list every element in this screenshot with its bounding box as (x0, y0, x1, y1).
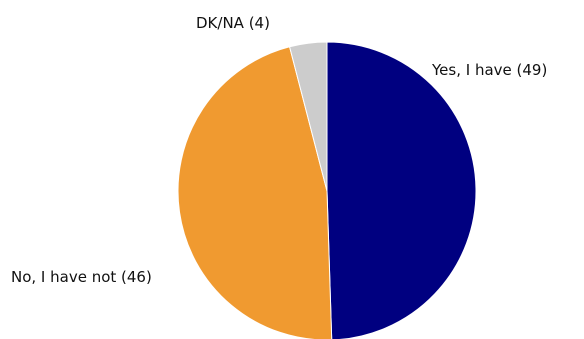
pie-slices (177, 41, 477, 339)
slice-dkna (288, 41, 328, 192)
label-yes: Yes, I have (49) (431, 61, 547, 79)
label-no: No, I have not (46) (11, 268, 152, 286)
slice-labels: Yes, I have (49) No, I have not (46) DK/… (11, 14, 547, 286)
slice-yes (326, 41, 477, 339)
slice-no (177, 46, 333, 339)
label-dkna: DK/NA (4) (196, 14, 270, 32)
